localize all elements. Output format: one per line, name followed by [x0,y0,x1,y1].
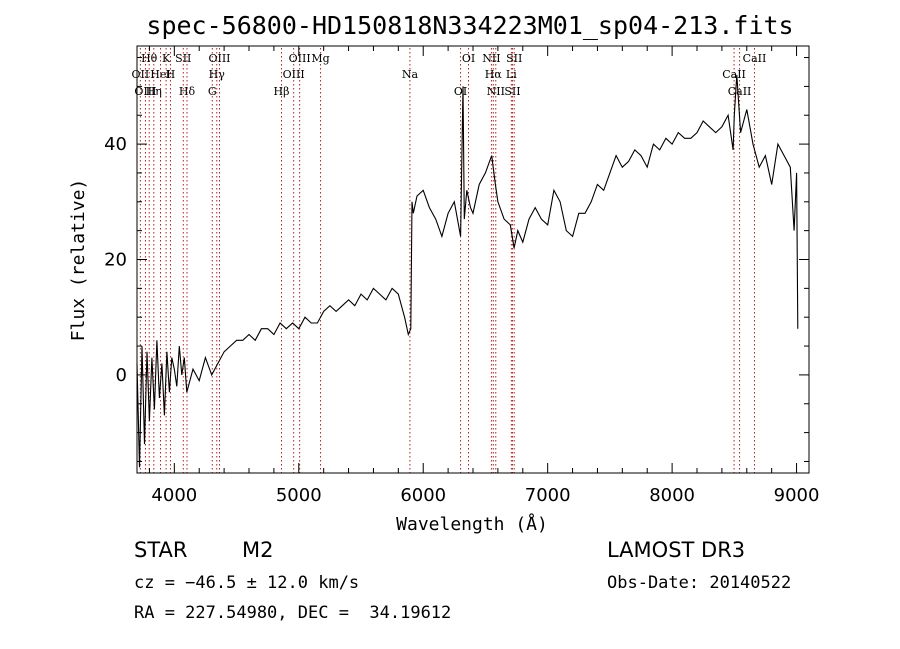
line-label: OI [462,52,475,65]
chart-title: spec-56800-HD150818N334223M01_sp04-213.f… [146,11,793,40]
line-label: OIII [208,52,230,65]
line-label: OIII [283,68,305,81]
x-tick-label: 6000 [400,485,446,506]
y-axis-label: Flux (relative) [68,179,89,342]
line-label: OIII [134,85,156,98]
line-label: Hβ [274,85,290,98]
redshift-cz: cz = −46.5 ± 12.0 km/s [134,573,360,593]
object-class: STAR [134,538,188,562]
line-label: OIII [289,52,311,65]
obs-date: Obs-Date: 20140522 [607,573,792,593]
line-label: Li [506,68,517,81]
line-label: OII [132,68,150,81]
y-tick-label: 20 [104,250,127,271]
y-tick-label: 0 [116,365,127,386]
line-label: CaII [728,85,752,98]
line-label: CaII [743,52,767,65]
spectrum-line [136,74,799,468]
line-label: SII [175,52,191,65]
line-label: Hγ [209,68,226,81]
x-tick-label: 5000 [276,485,322,506]
line-label: Hη [146,85,162,98]
line-label: NII [487,85,505,98]
line-label: K [162,52,171,65]
survey-name: LAMOST DR3 [607,538,746,562]
spectral-line-markers [139,48,755,473]
line-label: SII [506,52,522,65]
x-axis: 4000 5000 6000 7000 8000 9000 [148,46,820,506]
line-label: H [166,68,176,81]
line-label: CaII [722,68,746,81]
x-axis-label: Wavelength (Å) [396,513,548,535]
spectral-line-labels: Hθ OII OIII K HeI Hη SII HHδ OIII Hγ G OIII OIII Hβ Mg… [132,52,767,98]
x-tick-label: 8000 [649,485,695,506]
line-label: Na [402,68,419,81]
x-tick-label: 9000 [774,485,820,506]
line-label: SII [504,85,520,98]
x-tick-label: 4000 [151,485,197,506]
coordinates: RA = 227.54980, DEC = 34.19612 [134,603,452,623]
y-tick-label: 40 [104,134,127,155]
plot-frame [136,45,810,474]
x-tick-label: 7000 [525,485,571,506]
line-label: Hα [485,68,503,81]
line-label: HeI [150,68,170,81]
object-subclass: M2 [242,538,274,562]
line-label: G [208,85,217,98]
line-label: Mg [311,52,329,65]
y-axis: 0 20 40 [104,57,809,462]
line-label: Hθ [141,52,158,65]
line-label: NII [482,52,500,65]
line-label: OI [454,85,467,98]
line-label: Hδ [179,85,196,98]
